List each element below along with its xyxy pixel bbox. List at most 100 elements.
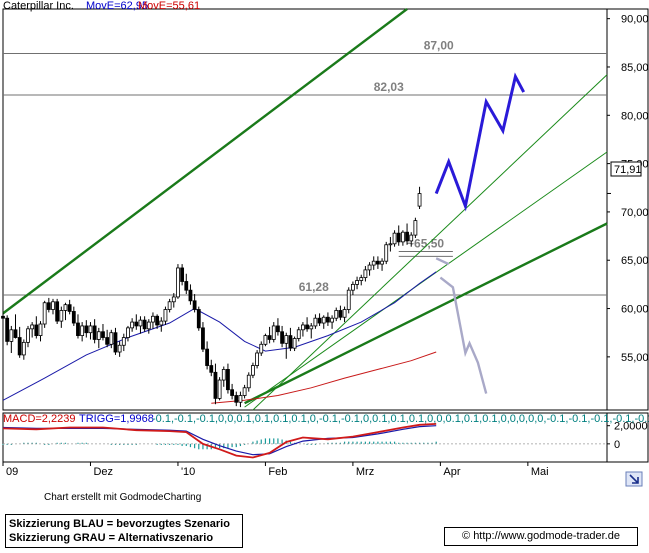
scroll-button[interactable] <box>625 471 643 487</box>
candle <box>67 299 72 315</box>
candle <box>84 320 89 338</box>
x-axis-tick-label: Apr <box>443 466 460 478</box>
candle <box>96 327 101 349</box>
candle <box>17 326 22 358</box>
candle <box>159 317 164 332</box>
trend-channel-lower <box>244 222 608 405</box>
price-axis-tick-label: 65,00 <box>621 255 649 267</box>
candle <box>46 297 51 313</box>
scenario-legend-blue: Skizzierung BLAU = bevorzugtes Szenario <box>9 518 230 530</box>
candle <box>280 325 284 348</box>
candle <box>34 316 39 339</box>
candle <box>234 391 239 407</box>
x-axis-tick-label: Mrz <box>356 466 374 478</box>
legend-blue-ma: MovE=62,95 <box>86 0 148 12</box>
candle <box>267 326 272 344</box>
candle <box>359 274 364 286</box>
candle <box>30 322 35 338</box>
candle <box>117 341 122 357</box>
candle <box>146 319 151 334</box>
price-axis-tick-label: 85,00 <box>621 62 649 74</box>
price-panel <box>2 8 608 411</box>
candle <box>26 325 30 348</box>
candle <box>76 314 80 339</box>
candle <box>259 341 264 356</box>
candle <box>255 350 259 369</box>
candle <box>71 306 76 326</box>
candle <box>5 315 10 346</box>
candle <box>221 366 226 387</box>
candle <box>326 312 330 326</box>
candle <box>392 230 397 247</box>
scenario-blue <box>434 72 526 212</box>
candle <box>413 217 418 239</box>
candle <box>209 359 214 377</box>
level-label: ~65,50 <box>407 237 444 251</box>
price-axis <box>606 8 649 411</box>
current-price-label: 71,91 <box>614 164 642 176</box>
candle <box>338 305 343 321</box>
price-axis-tick-label: 60,00 <box>621 304 649 316</box>
candle <box>13 314 18 339</box>
candle <box>213 363 218 405</box>
chart-title: Caterpillar Inc. <box>3 0 74 12</box>
macd-line <box>2 423 437 459</box>
candle <box>42 300 47 328</box>
candle <box>192 294 197 313</box>
candle <box>292 336 297 352</box>
candle <box>92 319 97 344</box>
candle <box>321 315 326 329</box>
scenario-legend-gray: Skizzierung GRAU = Alternativszenario <box>9 532 214 544</box>
candle <box>367 262 372 276</box>
trend-channel-upper <box>2 8 408 315</box>
price-axis-tick-label: 55,00 <box>621 352 649 364</box>
x-axis-tick-label: Feb <box>268 466 287 478</box>
macd-label: MACD=2,2239 <box>3 413 75 425</box>
candle <box>400 230 405 246</box>
legend-red-ma: MovE=55,61 <box>138 0 200 12</box>
candle <box>180 264 185 286</box>
macd-axis-tick-label: 2,0000 <box>614 421 648 433</box>
candle <box>101 324 105 341</box>
candle <box>196 306 201 331</box>
macd-axis-tick-label: 0 <box>614 439 620 451</box>
candle <box>226 363 230 394</box>
candlestick-series <box>1 186 422 408</box>
candle <box>317 313 322 326</box>
x-axis-tick-label: 09 <box>6 466 18 478</box>
candle <box>217 377 222 401</box>
candle <box>284 332 289 359</box>
candle <box>251 362 255 379</box>
candle <box>242 384 247 399</box>
candle <box>155 314 160 329</box>
candle <box>380 258 384 271</box>
candle <box>355 276 359 290</box>
candle <box>238 391 243 408</box>
candle <box>396 225 401 246</box>
candle <box>1 312 5 326</box>
scenario-legend-box: Skizzierung BLAU = bevorzugtes Szenario … <box>5 514 243 548</box>
candle <box>417 186 422 210</box>
candle <box>230 383 235 400</box>
price-axis-tick-label: 90,00 <box>621 14 649 26</box>
candle <box>130 318 135 332</box>
candle <box>342 306 347 323</box>
candle <box>351 281 355 296</box>
candle <box>55 298 60 325</box>
candle <box>176 264 180 299</box>
current-price-box <box>610 161 642 177</box>
candle <box>63 302 68 321</box>
candle <box>142 316 147 332</box>
candle <box>105 329 110 348</box>
candle <box>263 333 268 347</box>
candle <box>113 327 118 355</box>
price-axis-tick-label: 70,00 <box>621 207 649 219</box>
candle <box>21 339 26 360</box>
candle <box>109 329 114 349</box>
candle <box>59 306 64 328</box>
candle <box>121 333 126 352</box>
candle <box>375 256 380 269</box>
copyright-link[interactable]: © http://www.godmode-trader.de <box>444 527 638 546</box>
osc-label: -0.1,-0.1,-0.1,0,0,0.1,0.1,0.1,0.1,0,-0.… <box>152 413 649 425</box>
price-axis-tick-label: 80,00 <box>621 110 649 122</box>
